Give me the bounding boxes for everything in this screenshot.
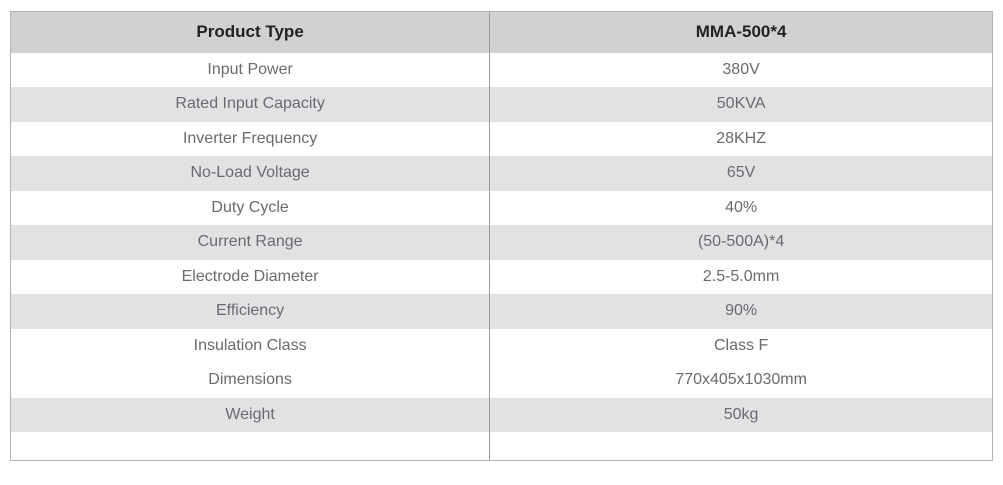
- spec-label: Input Power: [10, 52, 491, 87]
- spec-row: Duty Cycle 40%: [10, 190, 993, 225]
- spec-label: Weight: [10, 397, 491, 432]
- spec-label: Inverter Frequency: [10, 121, 491, 156]
- spec-row: Insulation Class Class F: [10, 328, 993, 363]
- header-model: MMA-500*4: [489, 11, 993, 53]
- spec-value: 770x405x1030mm: [489, 363, 993, 398]
- spec-value: (50-500A)*4: [489, 225, 993, 260]
- spec-label: Efficiency: [10, 294, 491, 329]
- spec-value: 50KVA: [489, 87, 993, 122]
- spec-row: Electrode Diameter 2.5-5.0mm: [10, 259, 993, 294]
- spec-label: Insulation Class: [10, 328, 491, 363]
- spec-label: Electrode Diameter: [10, 259, 491, 294]
- header-row: Product Type MMA-500*4: [10, 11, 993, 53]
- spec-table-body: Input Power 380V Rated Input Capacity 50…: [10, 52, 993, 432]
- spec-row: No-Load Voltage 65V: [10, 156, 993, 191]
- spec-label: Dimensions: [10, 363, 491, 398]
- empty-cell-right: [489, 432, 993, 460]
- header-product-type: Product Type: [10, 11, 491, 53]
- empty-row: [10, 432, 993, 460]
- spec-label: Current Range: [10, 225, 491, 260]
- spec-row: Rated Input Capacity 50KVA: [10, 87, 993, 122]
- spec-label: Duty Cycle: [10, 190, 491, 225]
- spec-value: 2.5-5.0mm: [489, 259, 993, 294]
- spec-table-head: Product Type MMA-500*4: [10, 11, 993, 53]
- product-spec-table: Product Type MMA-500*4 Input Power 380V …: [10, 11, 993, 461]
- spec-value: 65V: [489, 156, 993, 191]
- spec-row: Inverter Frequency 28KHZ: [10, 121, 993, 156]
- spec-label: Rated Input Capacity: [10, 87, 491, 122]
- spec-table-container: Product Type MMA-500*4 Input Power 380V …: [10, 11, 993, 461]
- spec-label: No-Load Voltage: [10, 156, 491, 191]
- spec-row: Efficiency 90%: [10, 294, 993, 329]
- spec-value: 50kg: [489, 397, 993, 432]
- spec-value: 380V: [489, 52, 993, 87]
- empty-cell-left: [10, 432, 491, 460]
- spec-table-foot: [10, 432, 993, 460]
- spec-value: 40%: [489, 190, 993, 225]
- spec-value: 90%: [489, 294, 993, 329]
- spec-row: Input Power 380V: [10, 52, 993, 87]
- spec-row: Current Range (50-500A)*4: [10, 225, 993, 260]
- spec-value: Class F: [489, 328, 993, 363]
- spec-row: Weight 50kg: [10, 397, 993, 432]
- spec-row: Dimensions 770x405x1030mm: [10, 363, 993, 398]
- spec-value: 28KHZ: [489, 121, 993, 156]
